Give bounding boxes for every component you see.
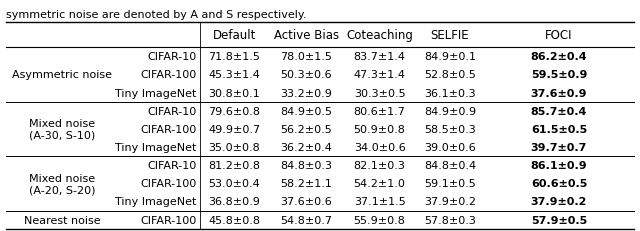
Text: 30.8±0.1: 30.8±0.1 — [208, 88, 260, 98]
Text: 37.9±0.2: 37.9±0.2 — [531, 197, 587, 207]
Text: 86.1±0.9: 86.1±0.9 — [531, 161, 588, 170]
Text: 33.2±0.9: 33.2±0.9 — [280, 88, 332, 98]
Text: 57.8±0.3: 57.8±0.3 — [424, 215, 476, 225]
Text: 59.1±0.5: 59.1±0.5 — [424, 179, 476, 188]
Text: 55.9±0.8: 55.9±0.8 — [354, 215, 406, 225]
Text: 39.7±0.7: 39.7±0.7 — [531, 142, 587, 152]
Text: 37.6±0.6: 37.6±0.6 — [280, 197, 332, 207]
Text: 45.3±1.4: 45.3±1.4 — [208, 70, 260, 80]
Text: Coteaching: Coteaching — [346, 29, 413, 42]
Text: symmetric noise are denoted by A and S respectively.: symmetric noise are denoted by A and S r… — [6, 10, 307, 20]
Text: 81.2±0.8: 81.2±0.8 — [208, 161, 260, 170]
Text: 84.8±0.4: 84.8±0.4 — [424, 161, 476, 170]
Text: Mixed noise
(A-20, S-20): Mixed noise (A-20, S-20) — [29, 173, 95, 194]
Text: SELFIE: SELFIE — [431, 29, 469, 42]
Text: 50.9±0.8: 50.9±0.8 — [354, 124, 406, 134]
Text: 37.9±0.2: 37.9±0.2 — [424, 197, 476, 207]
Text: CIFAR-10: CIFAR-10 — [147, 52, 196, 62]
Text: CIFAR-10: CIFAR-10 — [147, 161, 196, 170]
Text: 79.6±0.8: 79.6±0.8 — [208, 106, 260, 116]
Text: 45.8±0.8: 45.8±0.8 — [208, 215, 260, 225]
Text: 84.9±0.1: 84.9±0.1 — [424, 52, 476, 62]
Text: 58.2±1.1: 58.2±1.1 — [280, 179, 332, 188]
Text: 30.3±0.5: 30.3±0.5 — [354, 88, 405, 98]
Text: 86.2±0.4: 86.2±0.4 — [531, 52, 588, 62]
Text: 34.0±0.6: 34.0±0.6 — [354, 142, 406, 152]
Text: Mixed noise
(A-30, S-10): Mixed noise (A-30, S-10) — [29, 119, 95, 140]
Text: 61.5±0.5: 61.5±0.5 — [531, 124, 587, 134]
Text: CIFAR-100: CIFAR-100 — [140, 179, 196, 188]
Text: 39.0±0.6: 39.0±0.6 — [424, 142, 476, 152]
Text: 78.0±1.5: 78.0±1.5 — [280, 52, 332, 62]
Text: 54.2±1.0: 54.2±1.0 — [354, 179, 406, 188]
Text: 71.8±1.5: 71.8±1.5 — [208, 52, 260, 62]
Text: 59.5±0.9: 59.5±0.9 — [531, 70, 587, 80]
Text: Default: Default — [212, 29, 256, 42]
Text: 52.8±0.5: 52.8±0.5 — [424, 70, 476, 80]
Text: 37.6±0.9: 37.6±0.9 — [531, 88, 588, 98]
Text: Tiny ImageNet: Tiny ImageNet — [115, 197, 196, 207]
Text: 54.8±0.7: 54.8±0.7 — [280, 215, 332, 225]
Text: 84.9±0.5: 84.9±0.5 — [280, 106, 332, 116]
Text: 80.6±1.7: 80.6±1.7 — [354, 106, 406, 116]
Text: 49.9±0.7: 49.9±0.7 — [208, 124, 260, 134]
Text: 50.3±0.6: 50.3±0.6 — [280, 70, 332, 80]
Text: 56.2±0.5: 56.2±0.5 — [280, 124, 332, 134]
Text: Tiny ImageNet: Tiny ImageNet — [115, 88, 196, 98]
Text: 58.5±0.3: 58.5±0.3 — [424, 124, 476, 134]
Text: 36.2±0.4: 36.2±0.4 — [280, 142, 332, 152]
Text: Active Bias: Active Bias — [274, 29, 339, 42]
Text: 85.7±0.4: 85.7±0.4 — [531, 106, 587, 116]
Text: 82.1±0.3: 82.1±0.3 — [354, 161, 406, 170]
Text: 57.9±0.5: 57.9±0.5 — [531, 215, 587, 225]
Text: 47.3±1.4: 47.3±1.4 — [353, 70, 406, 80]
Text: 35.0±0.8: 35.0±0.8 — [208, 142, 260, 152]
Text: CIFAR-100: CIFAR-100 — [140, 124, 196, 134]
Text: 60.6±0.5: 60.6±0.5 — [531, 179, 587, 188]
Text: 37.1±1.5: 37.1±1.5 — [354, 197, 406, 207]
Text: 84.8±0.3: 84.8±0.3 — [280, 161, 332, 170]
Text: 36.8±0.9: 36.8±0.9 — [208, 197, 260, 207]
Text: 53.0±0.4: 53.0±0.4 — [208, 179, 260, 188]
Text: 83.7±1.4: 83.7±1.4 — [353, 52, 406, 62]
Text: Asymmetric noise: Asymmetric noise — [12, 70, 112, 80]
Text: 84.9±0.9: 84.9±0.9 — [424, 106, 476, 116]
Text: Nearest noise: Nearest noise — [24, 215, 100, 225]
Text: CIFAR-10: CIFAR-10 — [147, 106, 196, 116]
Text: CIFAR-100: CIFAR-100 — [140, 70, 196, 80]
Text: Tiny ImageNet: Tiny ImageNet — [115, 142, 196, 152]
Text: 36.1±0.3: 36.1±0.3 — [424, 88, 476, 98]
Text: FOCI: FOCI — [545, 29, 573, 42]
Text: CIFAR-100: CIFAR-100 — [140, 215, 196, 225]
